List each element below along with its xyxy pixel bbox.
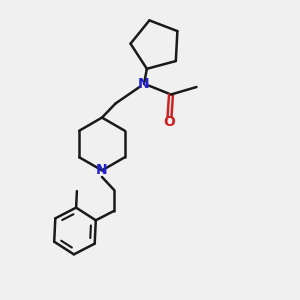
Text: N: N — [138, 77, 150, 91]
Text: O: O — [164, 116, 175, 129]
Text: N: N — [96, 164, 108, 177]
